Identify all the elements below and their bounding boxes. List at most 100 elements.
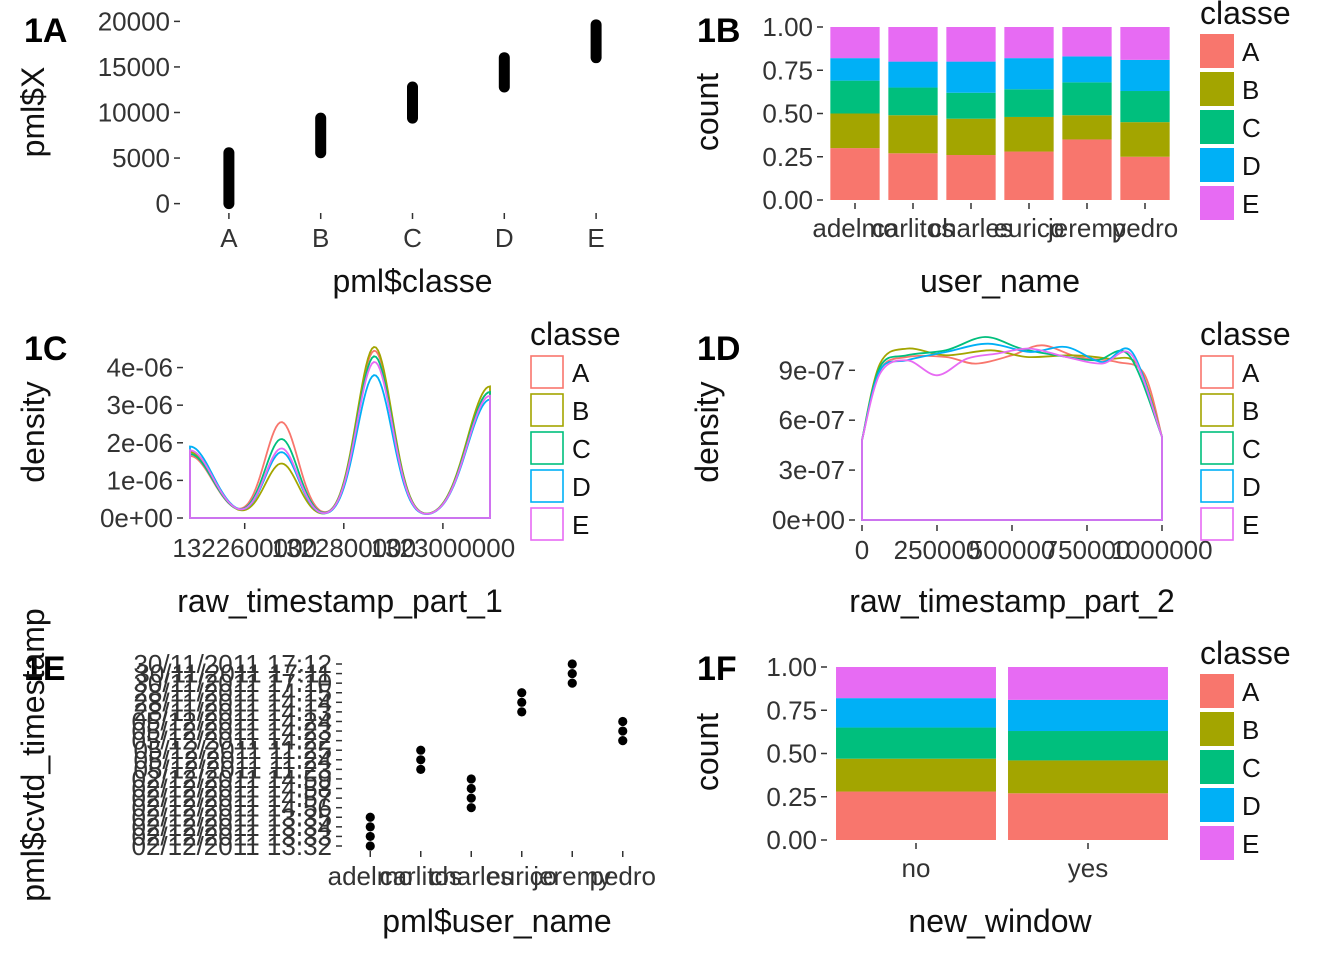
panel-tag: 1B	[697, 12, 740, 50]
bar-segment	[836, 791, 996, 840]
bar-segment	[836, 758, 996, 792]
panel-tag: 1F	[697, 650, 737, 688]
y-axis-title: density	[689, 381, 725, 482]
bar-segment	[946, 92, 996, 119]
bar-segment	[1004, 58, 1054, 90]
y-tick-label: 9e-07	[779, 355, 846, 385]
legend-title: classe	[1200, 635, 1291, 671]
y-tick-label: 0.00	[766, 825, 817, 855]
bar-segment	[1008, 793, 1168, 840]
y-tick-label: 0.75	[762, 55, 813, 85]
bar-segment	[836, 667, 996, 699]
x-tick-label: carlitos	[380, 861, 462, 891]
panel-1b: 1B 0.00 0.25 0.50 0.75 1.00 adelmocarlitoschar…	[689, 0, 1291, 299]
timestamp-point	[466, 774, 476, 784]
x-tick-label: eurico	[994, 213, 1065, 243]
y-tick-label: 3e-07	[779, 455, 846, 485]
y-tick-label: 02/12/2011 14:59	[132, 764, 332, 794]
timestamp-point	[567, 659, 577, 669]
x-tick-label: A	[220, 223, 238, 253]
x-tick-label: charles	[429, 861, 513, 891]
legend-key	[1200, 750, 1234, 784]
timestamp-point	[618, 716, 628, 727]
panel-1d: 1D 0e+00 3e-07 6e-07 9e-07 0 25000050000075000…	[689, 316, 1291, 619]
legend-label: E	[1242, 510, 1259, 540]
bar-segment	[1008, 760, 1168, 794]
y-tick-label: 5000	[112, 143, 170, 173]
density-curve	[861, 336, 1163, 521]
panel-tag: 1A	[24, 12, 67, 50]
bar-segment	[1062, 56, 1112, 83]
y-tick-label: 10000	[98, 98, 170, 128]
timestamp-point	[416, 745, 426, 755]
x-tick-label: charles	[929, 213, 1013, 243]
y-tick-label: 05/12/2011 11:25	[133, 735, 332, 765]
bar-segment	[1120, 156, 1170, 200]
y-tick-label: 1e-06	[107, 465, 174, 495]
y-tick-label: 3e-06	[107, 390, 174, 420]
y-tick-label: 0.75	[766, 695, 817, 725]
legend-label: B	[572, 396, 589, 426]
legend-label: D	[1242, 151, 1261, 181]
bar-segment	[1004, 116, 1054, 152]
y-tick-label: 02/12/2011 13:34	[132, 812, 332, 842]
x-tick-label: 750000	[1044, 535, 1131, 565]
panel-tag: 1C	[24, 330, 67, 368]
y-tick-label: 05/12/2011 11:23	[133, 754, 332, 784]
bar-segment	[836, 727, 996, 759]
x-tick-label: adelmo	[328, 861, 413, 891]
legend-title: classe	[1200, 0, 1291, 31]
legend-key	[1200, 34, 1234, 68]
bar-segment	[1004, 89, 1054, 117]
x-tick-label: carlitos	[872, 213, 954, 243]
y-tick-label: 05/12/2011 14:23	[132, 716, 332, 746]
legend-key	[1200, 110, 1234, 144]
legend-key	[1200, 355, 1234, 389]
y-axis-title: pml$X	[15, 67, 51, 158]
panel-1f: 1F 0.00 0.25 0.50 0.75 1.00 no yes classe ABCDEne…	[689, 635, 1291, 939]
density-curve	[189, 346, 491, 519]
bar-segment	[888, 115, 938, 154]
x-tick-label: 0	[855, 535, 869, 565]
y-tick-label: 02/12/2011 13:35	[132, 802, 332, 832]
bar-segment	[888, 27, 938, 62]
timestamp-point	[517, 697, 527, 707]
legend-label: B	[1242, 396, 1259, 426]
y-tick-label: 0.25	[762, 142, 813, 172]
timestamp-point	[365, 822, 375, 832]
legend-label: E	[572, 510, 589, 540]
bar-segment	[1008, 731, 1168, 761]
bar-segment	[1062, 115, 1112, 140]
timestamp-point	[416, 755, 426, 765]
y-tick-label: 30/11/2011 17:10	[133, 668, 332, 698]
x-tick-label: yes	[1068, 853, 1108, 883]
y-axis-title: pml$cvtd_timestamp	[15, 608, 51, 901]
legend-key	[1200, 826, 1234, 860]
x-tick-label: pedro	[1112, 213, 1179, 243]
bar-segment	[1120, 122, 1170, 157]
legend-label: D	[1242, 472, 1261, 502]
legend-key	[1200, 469, 1234, 503]
bar-segment	[1120, 27, 1170, 60]
bar-segment	[946, 155, 996, 200]
legend-key	[1200, 507, 1234, 541]
x-axis-title: pml$classe	[332, 263, 492, 299]
legend-label: C	[1242, 753, 1261, 783]
bar-segment	[946, 118, 996, 156]
y-tick-label: 30/11/2011 17:12	[133, 649, 332, 679]
timestamp-point	[365, 812, 375, 822]
timestamp-point	[466, 783, 476, 794]
legend-key	[530, 507, 564, 541]
y-tick-label: 05/12/2011 11:24	[133, 745, 332, 775]
legend-key	[1200, 72, 1234, 106]
legend-key	[530, 431, 564, 465]
x-axis-title: raw_timestamp_part_1	[177, 583, 502, 619]
bar-segment	[836, 698, 996, 728]
y-tick-label: 0e+00	[772, 505, 845, 535]
legend-label: E	[1242, 829, 1259, 859]
legend-key	[1200, 186, 1234, 220]
y-tick-label: 30/11/2011 17:11	[135, 659, 332, 689]
x-tick-label: eurico	[486, 861, 557, 891]
